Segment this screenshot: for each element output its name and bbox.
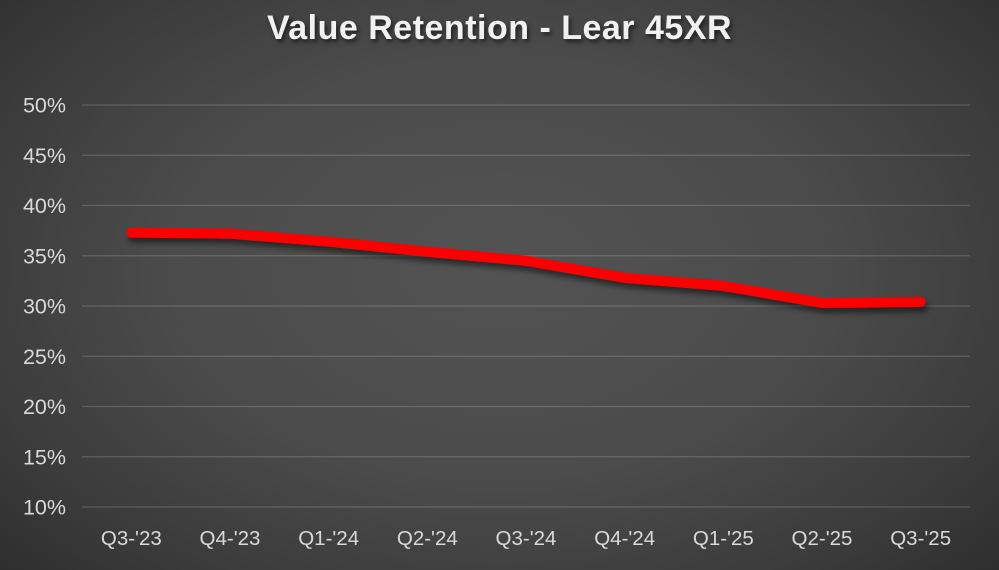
y-axis-tick-label: 40% (23, 194, 66, 218)
y-axis-tick-label: 15% (23, 445, 66, 469)
x-axis-tick-label: Q4-'23 (200, 527, 261, 550)
y-axis-tick-label: 45% (23, 144, 66, 168)
series-line (126, 227, 926, 308)
chart-title: Value Retention - Lear 45XR (266, 9, 733, 47)
x-axis-tick-label: Q1-'24 (298, 527, 359, 550)
x-axis-tick-label: Q2-'25 (792, 527, 853, 550)
x-axis-tick-label: Q1-'25 (693, 527, 754, 550)
y-axis-tick-label: 25% (23, 345, 66, 369)
x-axis-tick-label: Q3-'24 (496, 527, 557, 550)
y-axis-tick-label: 50% (23, 94, 66, 118)
y-axis-tick-label: 20% (23, 395, 66, 419)
y-axis-tick-label: 30% (23, 295, 66, 319)
y-axis-tick-label: 10% (23, 496, 66, 520)
x-axis-tick-label: Q3-'25 (890, 527, 951, 550)
x-axis-tick-label: Q4-'24 (594, 527, 655, 550)
x-axis-tick-label: Q3-'23 (101, 527, 162, 550)
y-axis-tick-label: 35% (23, 244, 66, 268)
x-axis-tick-label: Q2-'24 (397, 527, 458, 550)
